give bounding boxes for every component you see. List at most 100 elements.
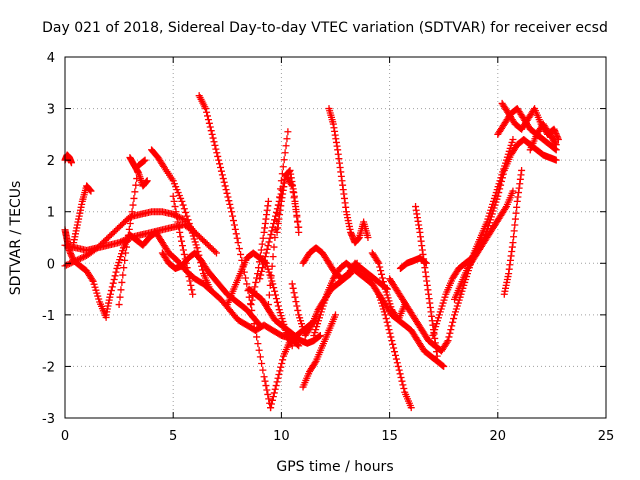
data-point-dense bbox=[281, 149, 289, 157]
data-point-dense bbox=[433, 348, 441, 356]
data-point-dense bbox=[328, 277, 336, 285]
data-point-dense bbox=[418, 344, 426, 352]
data-point-dense bbox=[333, 142, 341, 150]
data-point-dense bbox=[504, 273, 512, 281]
data-point-dense bbox=[184, 268, 192, 276]
x-tick-label: 15 bbox=[381, 429, 398, 444]
data-point-dense bbox=[475, 247, 483, 255]
data-point bbox=[247, 301, 255, 309]
data-point-dense bbox=[442, 340, 450, 348]
data-point bbox=[284, 128, 292, 136]
axis-ticks bbox=[64, 56, 607, 419]
data-point-dense bbox=[324, 329, 332, 337]
data-point-dense bbox=[163, 246, 171, 254]
data-point-dense bbox=[391, 351, 399, 359]
data-point-dense bbox=[204, 116, 212, 124]
data-point-dense bbox=[337, 172, 345, 180]
data-point-dense bbox=[273, 217, 281, 225]
data-point-dense bbox=[389, 340, 397, 348]
y-tick-label: -2 bbox=[42, 360, 55, 375]
data-point-dense bbox=[211, 247, 219, 255]
series-1 bbox=[61, 208, 199, 270]
data-point-dense bbox=[267, 272, 275, 280]
data-point-dense bbox=[495, 189, 503, 197]
data-point-dense bbox=[205, 119, 213, 127]
x-tick-label: 5 bbox=[169, 429, 177, 444]
y-tick-label: 3 bbox=[47, 103, 55, 118]
data-point-dense bbox=[78, 200, 86, 208]
data-point bbox=[182, 259, 190, 267]
data-point-dense bbox=[224, 193, 232, 201]
data-point-dense bbox=[121, 256, 129, 264]
y-tick-label: -3 bbox=[42, 412, 55, 427]
data-point-dense bbox=[518, 112, 526, 120]
data-point-dense bbox=[140, 157, 148, 165]
data-point bbox=[228, 208, 236, 216]
data-point-dense bbox=[508, 138, 516, 146]
data-point-dense bbox=[398, 377, 406, 385]
data-point bbox=[234, 239, 242, 247]
data-point bbox=[271, 234, 279, 241]
data-point-dense bbox=[251, 283, 259, 291]
data-point-dense bbox=[391, 348, 399, 356]
data-point-dense bbox=[103, 242, 111, 250]
data-point-dense bbox=[268, 227, 276, 235]
y-axis-label: SDTVAR / TECUs bbox=[8, 181, 24, 296]
data-point-dense bbox=[233, 234, 241, 242]
data-point-dense bbox=[550, 144, 558, 152]
data-point-dense bbox=[511, 144, 519, 152]
data-point-dense bbox=[363, 231, 371, 239]
data-point-dense bbox=[209, 134, 217, 142]
data-point-dense bbox=[272, 382, 280, 390]
data-point-dense bbox=[272, 295, 280, 303]
data-point-dense bbox=[206, 123, 214, 131]
data-point-dense bbox=[177, 194, 185, 202]
data-point-dense bbox=[214, 293, 222, 301]
data-point-dense bbox=[227, 204, 235, 212]
data-point-dense bbox=[293, 302, 301, 310]
data-point-dense bbox=[273, 298, 281, 306]
data-point-dense bbox=[87, 274, 95, 282]
data-point-dense bbox=[80, 253, 88, 261]
data-point bbox=[115, 301, 123, 309]
data-point-dense bbox=[380, 281, 388, 289]
data-point-dense bbox=[181, 255, 189, 263]
data-point-dense bbox=[486, 216, 494, 224]
data-point-dense bbox=[107, 287, 115, 295]
data-point-dense bbox=[271, 287, 279, 295]
chart-title: Day 021 of 2018, Sidereal Day-to-day VTE… bbox=[42, 20, 608, 36]
data-point-dense bbox=[450, 315, 458, 323]
data-point-dense bbox=[399, 381, 407, 389]
data-point-dense bbox=[265, 395, 273, 403]
data-point-dense bbox=[235, 272, 243, 280]
data-point-dense bbox=[551, 145, 559, 153]
data-point-dense bbox=[223, 189, 231, 197]
data-point-dense bbox=[499, 170, 507, 178]
data-point-dense bbox=[393, 359, 401, 367]
data-point-dense bbox=[265, 238, 273, 246]
data-point-dense bbox=[498, 174, 506, 182]
data-point-dense bbox=[256, 353, 264, 361]
grid-lines bbox=[65, 57, 606, 418]
data-point-dense bbox=[263, 245, 271, 253]
series-24 bbox=[299, 311, 339, 391]
data-point-dense bbox=[76, 254, 84, 262]
data-point-dense bbox=[259, 264, 267, 272]
data-point-dense bbox=[248, 306, 256, 314]
data-point-dense bbox=[511, 215, 519, 223]
data-point bbox=[273, 378, 281, 386]
x-tick-labels: 0 5 10 15 20 25 bbox=[61, 429, 614, 444]
data-point-dense bbox=[382, 315, 390, 323]
data-point-dense bbox=[259, 260, 267, 268]
data-point bbox=[128, 208, 136, 216]
data-point bbox=[243, 280, 251, 288]
data-point-dense bbox=[311, 359, 319, 367]
data-point-dense bbox=[254, 319, 262, 327]
y-tick-label: 4 bbox=[47, 51, 55, 66]
data-point-dense bbox=[282, 142, 290, 150]
data-point-dense bbox=[280, 156, 288, 164]
data-point-dense bbox=[207, 127, 215, 135]
data-point-dense bbox=[453, 267, 461, 275]
data-point-dense bbox=[129, 201, 137, 209]
